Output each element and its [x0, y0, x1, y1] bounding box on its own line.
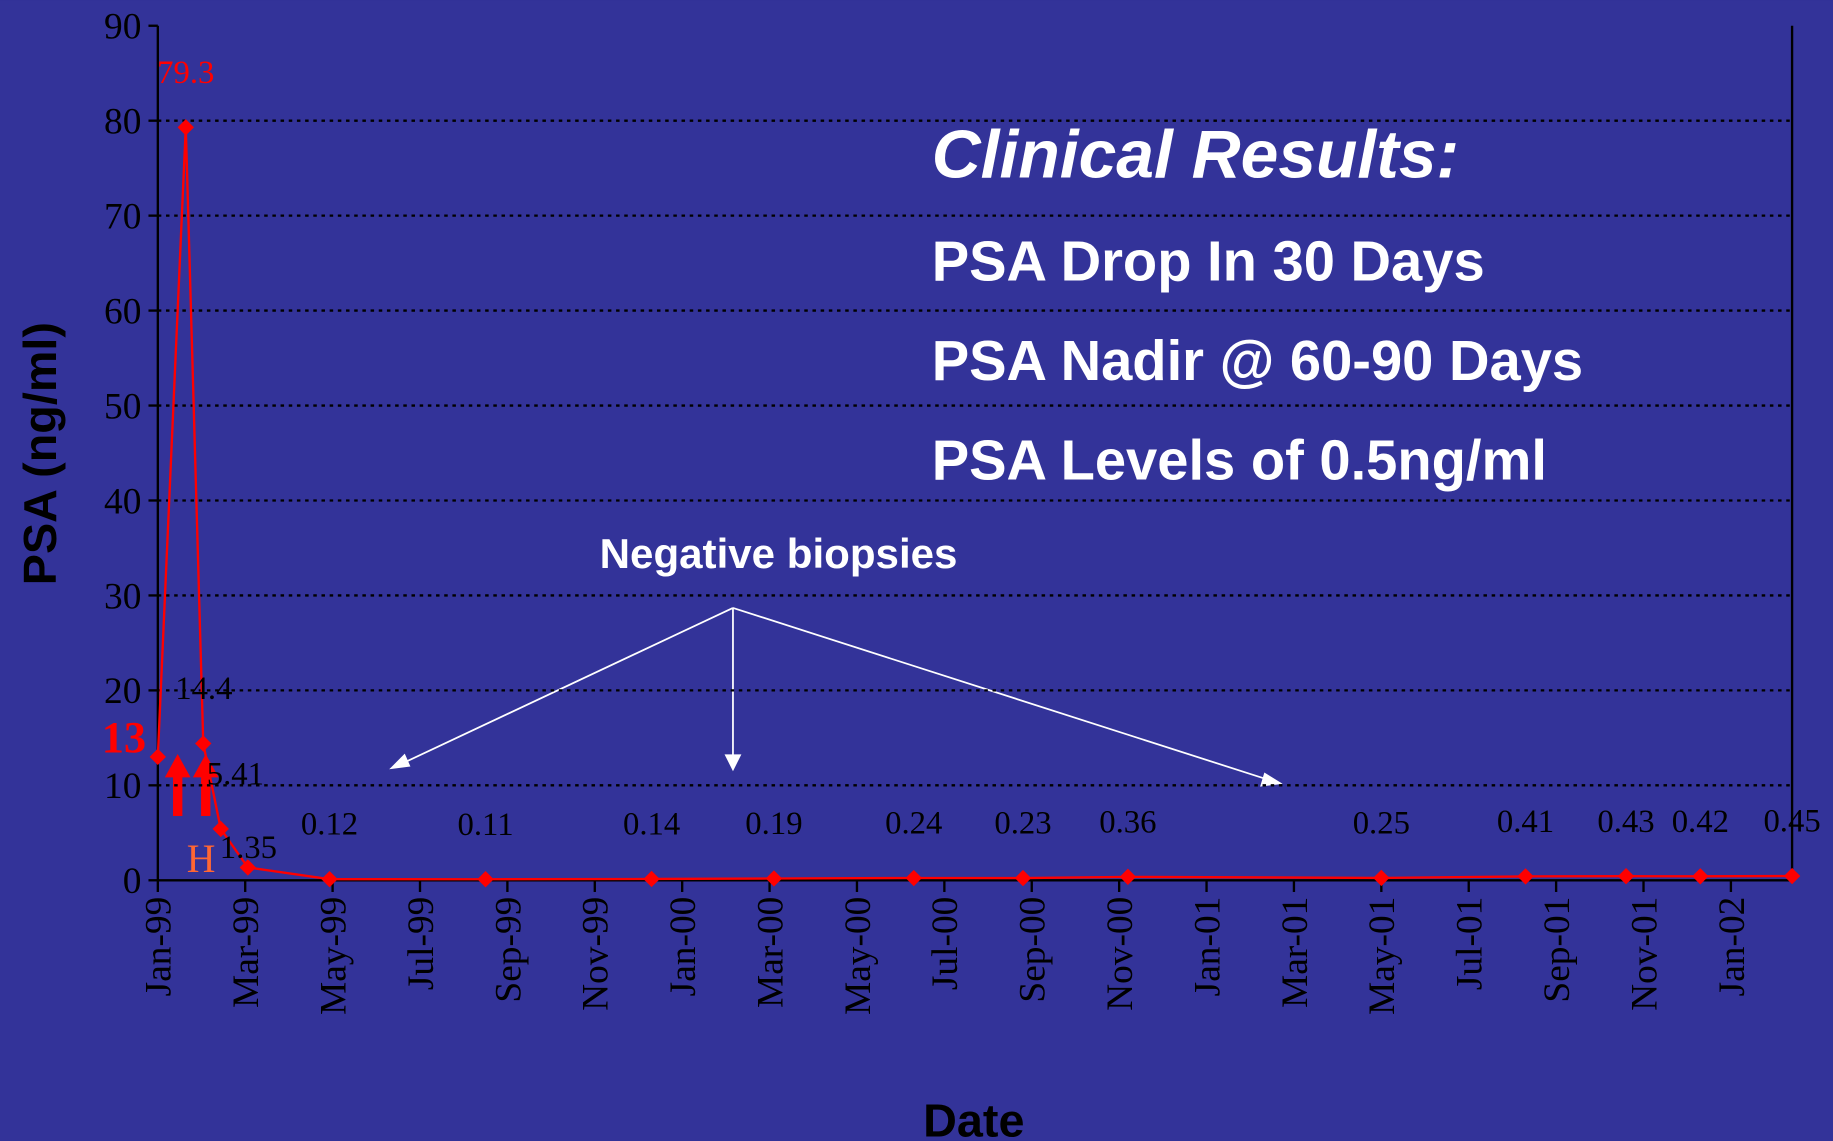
marker	[1373, 869, 1390, 887]
y-tick-label: 70	[104, 197, 141, 238]
data-label: 0.41	[1497, 804, 1554, 840]
annotation: Negative biopsies	[600, 530, 958, 577]
y-tick-label: 10	[104, 766, 141, 807]
x-tick-label: May-01	[1362, 897, 1403, 1015]
x-tick-label: Nov-99	[576, 897, 617, 1011]
annotation: PSA Drop In 30 Days	[932, 230, 1485, 293]
annotation: PSA Levels of 0.5ng/ml	[932, 428, 1547, 491]
marker	[765, 870, 783, 887]
y-tick-label: 50	[104, 386, 141, 427]
x-tick-label: Mar-99	[226, 897, 267, 1008]
data-label: 0.12	[301, 807, 358, 843]
marker	[239, 859, 257, 876]
marker	[1783, 867, 1801, 885]
marker	[177, 119, 194, 136]
data-label: 5.41	[207, 756, 264, 792]
marker	[1692, 868, 1709, 885]
data-label: 0.25	[1353, 805, 1410, 841]
x-tick-label: Mar-00	[750, 897, 791, 1008]
marker	[1517, 868, 1534, 885]
data-label: 13	[102, 712, 146, 762]
y-tick-label: 20	[104, 671, 141, 712]
data-label: 0.42	[1672, 804, 1729, 840]
y-tick-label: 40	[104, 481, 141, 522]
y-tick-label: 60	[104, 291, 141, 332]
x-tick-label: Sep-01	[1537, 897, 1578, 1003]
marker	[195, 735, 212, 752]
marker	[643, 870, 660, 888]
data-label: 0.11	[458, 807, 514, 843]
annotation-title: Clinical Results:	[932, 118, 1459, 193]
x-tick-label: Mar-01	[1275, 897, 1316, 1008]
x-tick-label: Jul-01	[1450, 897, 1491, 990]
data-label: 14.4	[175, 671, 232, 707]
x-tick-label: Sep-00	[1013, 897, 1054, 1003]
x-tick-label: Jul-00	[925, 897, 966, 990]
y-tick-label: 80	[104, 102, 141, 143]
x-tick-label: May-00	[838, 897, 879, 1015]
x-axis-title: Date	[923, 1094, 1024, 1141]
data-label: 0.23	[994, 806, 1051, 842]
annotation: PSA Nadir @ 60-90 Days	[932, 329, 1583, 392]
y-axis-title: PSA (ng/ml)	[14, 322, 66, 585]
treatment-arrows	[164, 754, 219, 816]
x-tick-label: Sep-99	[488, 897, 529, 1003]
data-label: 1.35	[220, 830, 277, 866]
x-tick-label: Jan-99	[139, 897, 180, 997]
y-tick-label: 30	[104, 576, 141, 617]
x-tick-label: Jan-02	[1712, 897, 1753, 997]
data-label: 0.19	[745, 806, 802, 842]
y-tick-label: 90	[104, 7, 141, 48]
x-tick-label: Jan-00	[663, 897, 704, 997]
annotation: H	[187, 837, 216, 881]
marker	[1617, 868, 1635, 885]
data-label: 0.24	[885, 806, 942, 842]
data-label: 0.36	[1099, 804, 1156, 840]
data-label: 0.14	[623, 807, 680, 843]
x-tick-label: Nov-01	[1624, 897, 1665, 1011]
data-label: 79.3	[157, 55, 214, 91]
x-tick-label: Nov-00	[1100, 897, 1141, 1011]
x-tick-label: May-99	[313, 897, 354, 1015]
data-label: 0.45	[1763, 804, 1820, 840]
data-label: 0.43	[1597, 804, 1654, 840]
x-tick-label: Jan-01	[1187, 897, 1228, 997]
x-tick-label: Jul-99	[401, 897, 442, 990]
y-tick-label: 0	[123, 861, 142, 902]
